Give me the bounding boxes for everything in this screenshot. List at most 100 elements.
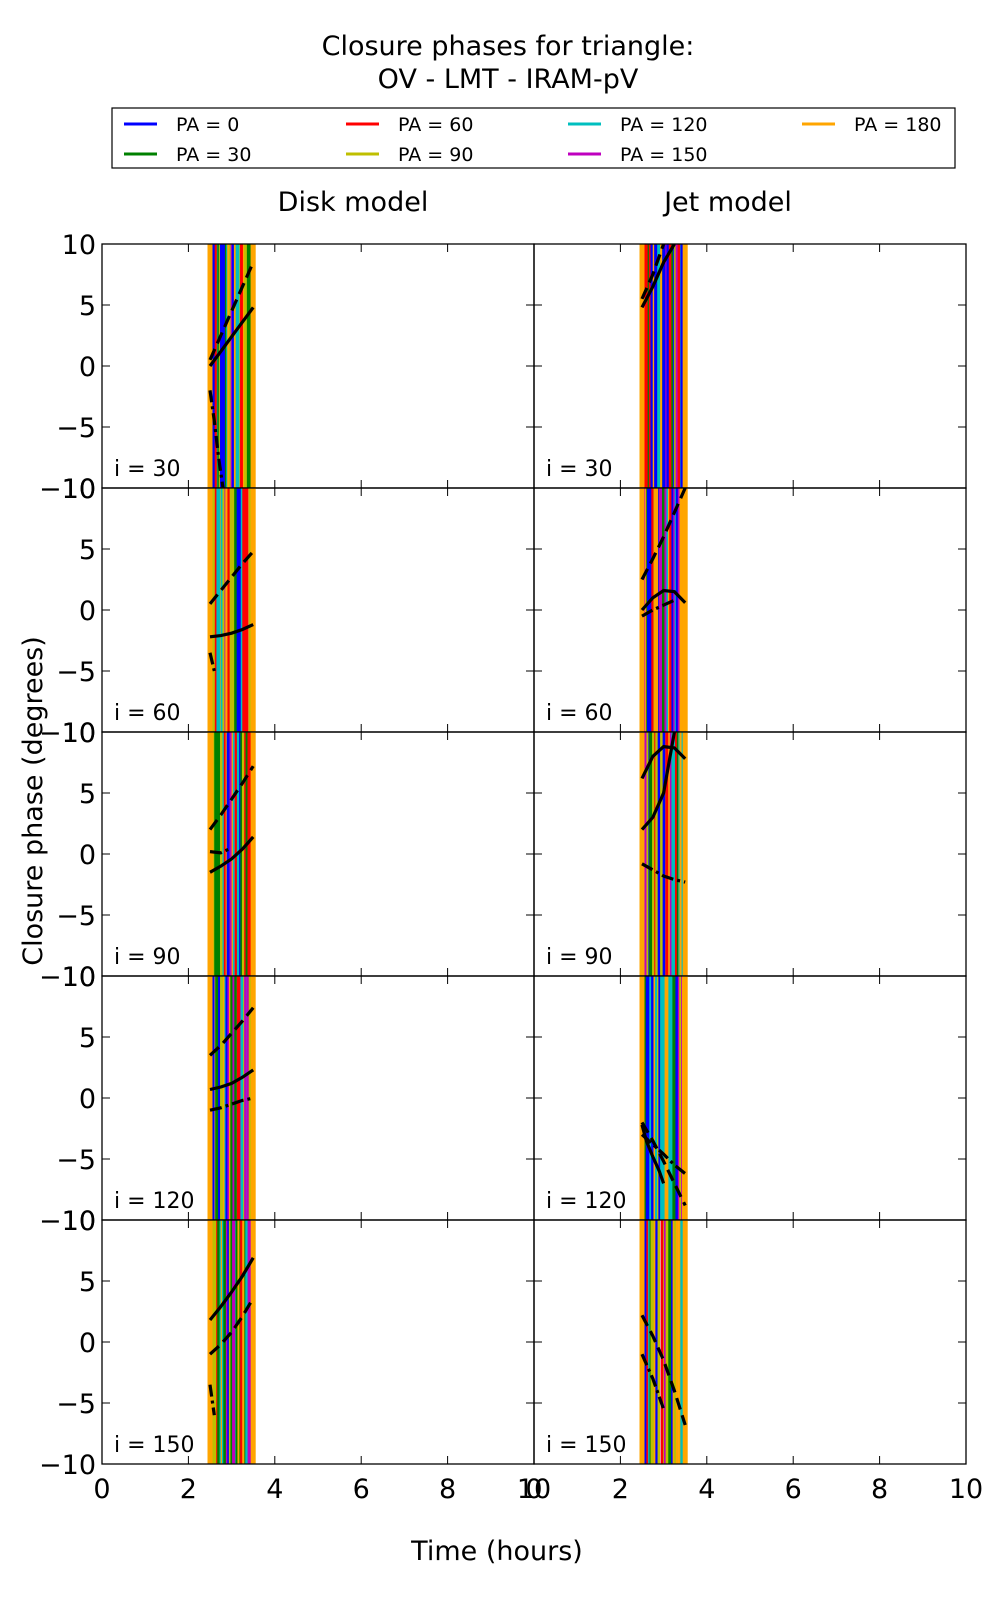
y-tick-label: −10	[39, 1206, 96, 1237]
legend-label: PA = 90	[398, 144, 473, 166]
plot-area	[207, 1220, 256, 1464]
closure-phase-curve	[208, 1006, 255, 1057]
x-tick-label: 10	[517, 1474, 551, 1505]
legend-item: PA = 90	[346, 144, 473, 166]
closure-phase-curve	[208, 550, 255, 605]
closure-phase-curve	[641, 598, 676, 618]
plot-area	[639, 1220, 688, 1464]
x-tick-label: 2	[612, 1474, 629, 1505]
closure-phase-curve	[209, 835, 255, 874]
panel: i = 90	[533, 731, 967, 977]
y-tick-label: −5	[56, 1145, 96, 1176]
legend-label: PA = 120	[620, 114, 708, 136]
legend-frame	[111, 107, 956, 169]
y-tick-label: 5	[79, 535, 96, 566]
panel-frame	[101, 487, 535, 733]
y-tick-label: 0	[79, 352, 96, 383]
legend-item: PA = 150	[568, 144, 708, 166]
plot-area	[207, 244, 256, 488]
inclination-label: i = 90	[546, 945, 613, 970]
plot-area	[639, 244, 688, 488]
panel: i = 30	[533, 243, 967, 489]
closure-phase-curve	[208, 652, 216, 672]
closure-phase-curve	[209, 1068, 255, 1092]
column-title-jet-model: Jet model	[662, 187, 792, 218]
panel: 0 2 4 6 8 10 i = 150	[525, 1219, 983, 1505]
legend-item: PA = 180	[802, 114, 942, 136]
y-tick-label: −5	[56, 1389, 96, 1420]
plot-area	[639, 976, 688, 1220]
plot-area	[639, 732, 688, 976]
y-tick-label: 0	[79, 596, 96, 627]
panel: i = 60	[533, 487, 967, 733]
plot-area	[207, 488, 256, 732]
pa-stripe-band	[639, 732, 688, 976]
y-tick-label: −10	[39, 718, 96, 749]
inclination-label: i = 150	[114, 1433, 195, 1458]
closure-phase-curve	[209, 1096, 254, 1112]
panels-grid: −10 −5 0 5 10 i = 30 i = 30 −10 −5 0 5 10 i = 60 i = …	[39, 230, 983, 1505]
legend-item: PA = 120	[568, 114, 708, 136]
legend: PA = 0 PA = 30 PA = 60 PA = 90 PA = 120 PA = …	[111, 107, 956, 169]
x-tick-label: 8	[439, 1474, 456, 1505]
pa-stripe-band	[639, 488, 688, 732]
legend-label: PA = 0	[176, 114, 239, 136]
plot-area	[207, 976, 256, 1220]
closure-phase-curve	[208, 1256, 255, 1322]
closure-phase-curve	[640, 1121, 687, 1207]
pa-stripe-band	[207, 732, 256, 976]
closure-phase-curve	[640, 1353, 666, 1410]
inclination-label: i = 30	[546, 457, 613, 482]
panel: −10 −5 0 5 10 i = 60	[39, 474, 535, 749]
y-tick-label: 5	[79, 291, 96, 322]
pa-stripe-band	[639, 1220, 688, 1464]
legend-item: PA = 0	[124, 114, 239, 136]
y-tick-label: 10	[62, 230, 96, 261]
figure-title-line-2: OV - LMT - IRAM-pV	[378, 64, 639, 95]
closure-phase-curve	[208, 390, 225, 488]
closure-phase-curve	[208, 765, 255, 831]
closure-phase-curve	[208, 306, 255, 367]
y-tick-label: 5	[79, 1023, 96, 1054]
panel-frame	[533, 975, 967, 1221]
y-tick-label: −10	[39, 1450, 96, 1481]
closure-phase-curve	[208, 1384, 216, 1416]
plot-area	[207, 732, 256, 976]
closure-phase-curve	[640, 744, 687, 780]
plot-area	[639, 488, 688, 732]
figure-title-line-1: Closure phases for triangle:	[322, 31, 695, 62]
panel-frame	[101, 243, 535, 489]
y-tick-label: 0	[79, 1328, 96, 1359]
inclination-label: i = 60	[546, 701, 613, 726]
panel-frame	[533, 731, 967, 977]
x-tick-label: 6	[353, 1474, 370, 1505]
y-tick-label: 0	[79, 1084, 96, 1115]
panel-frame	[533, 243, 967, 489]
inclination-label: i = 120	[546, 1189, 627, 1214]
panel-frame	[101, 1219, 535, 1465]
x-axis-label: Time (hours)	[410, 1536, 583, 1567]
y-tick-label: 10	[62, 962, 96, 993]
x-tick-label: 4	[266, 1474, 283, 1505]
y-tick-label: 10	[62, 718, 96, 749]
panel: −10 −5 0 5 10 i = 120	[39, 962, 535, 1237]
y-tick-label: −10	[39, 474, 96, 505]
x-tick-label: 0	[93, 1474, 110, 1505]
x-tick-label: 6	[785, 1474, 802, 1505]
closure-phase-curve	[640, 488, 687, 581]
y-tick-label: 10	[62, 1206, 96, 1237]
x-tick-label: 10	[949, 1474, 983, 1505]
inclination-label: i = 90	[114, 945, 181, 970]
closure-phase-curve	[640, 732, 676, 831]
closure-phase-curve	[209, 846, 233, 855]
panel: i = 120	[533, 975, 967, 1221]
pa-stripe-band	[207, 244, 256, 488]
pa-stripe-band	[207, 1220, 256, 1464]
closure-phase-curve	[208, 1297, 255, 1356]
y-tick-label: −5	[56, 413, 96, 444]
y-tick-label: −5	[56, 901, 96, 932]
panel-frame	[533, 1219, 967, 1465]
closure-phase-curve	[640, 1314, 687, 1426]
